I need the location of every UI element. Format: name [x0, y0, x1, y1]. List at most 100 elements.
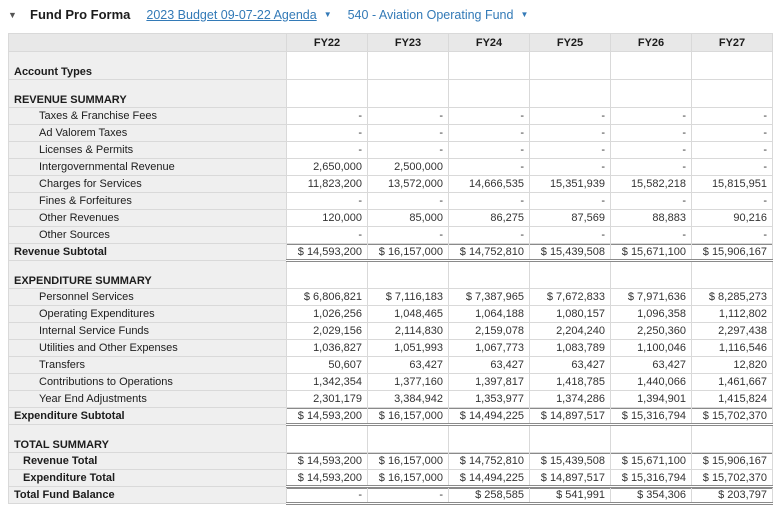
corner-header-cell [8, 33, 287, 52]
data-cell: 1,036,827 [286, 339, 368, 357]
table-row: Expenditure Subtotal $ 14,593,200 $ 16,157… [8, 407, 773, 426]
data-cell [529, 51, 611, 80]
data-cell: 63,427 [529, 356, 611, 374]
data-cell: - [367, 486, 449, 505]
column-header-fy22: FY22 [286, 33, 368, 52]
page-title: Fund Pro Forma [30, 7, 131, 22]
data-cell: 15,582,218 [610, 175, 692, 193]
data-cell: - [529, 124, 611, 142]
data-cell: $ 203,797 [691, 486, 773, 505]
data-cell: $ 14,494,225 [448, 469, 530, 488]
data-cell: - [367, 107, 449, 125]
data-cell [367, 79, 449, 108]
row-label: Taxes & Franchise Fees [8, 107, 287, 125]
data-cell [286, 424, 368, 453]
column-header-fy27: FY27 [691, 33, 773, 52]
data-cell: 15,351,939 [529, 175, 611, 193]
data-cell: 2,297,438 [691, 322, 773, 340]
data-cell: 1,377,160 [367, 373, 449, 391]
data-cell: - [610, 158, 692, 176]
data-cell [286, 51, 368, 80]
data-cell: - [610, 226, 692, 244]
column-header-fy25: FY25 [529, 33, 611, 52]
row-label: Expenditure Subtotal [8, 407, 287, 425]
row-label: Total Fund Balance [8, 486, 287, 504]
table-row: Revenue Subtotal $ 14,593,200 $ 16,157,000… [8, 243, 773, 262]
data-cell: - [610, 141, 692, 159]
row-label: Personnel Services [8, 288, 287, 306]
data-cell: - [691, 141, 773, 159]
data-cell [691, 51, 773, 80]
data-cell: 11,823,200 [286, 175, 368, 193]
data-cell: $ 16,157,000 [367, 243, 449, 262]
data-cell: 1,342,354 [286, 373, 368, 391]
data-cell [448, 424, 530, 453]
table-row: Expenditure Total $ 14,593,200 $ 16,157,00… [8, 469, 773, 488]
data-cell: 2,500,000 [367, 158, 449, 176]
row-label: Ad Valorem Taxes [8, 124, 287, 142]
fund-selector-caret-icon[interactable]: ▼ [520, 10, 529, 19]
row-label: Utilities and Other Expenses [8, 339, 287, 357]
table-row: Fines & Forfeitures - - - - - - [8, 192, 773, 210]
data-cell: - [610, 192, 692, 210]
data-cell [367, 260, 449, 289]
data-cell: $ 15,439,508 [529, 243, 611, 262]
data-cell: $ 14,593,200 [286, 469, 368, 488]
data-cell [529, 424, 611, 453]
data-cell: - [448, 158, 530, 176]
data-cell: 13,572,000 [367, 175, 449, 193]
data-cell: 1,418,785 [529, 373, 611, 391]
table-row: Total Fund Balance - - $ 258,585 $ 541,991 $ … [8, 486, 773, 505]
fund-selector-link[interactable]: 540 - Aviation Operating Fund [347, 7, 514, 22]
data-cell: 2,250,360 [610, 322, 692, 340]
data-cell: $ 7,672,833 [529, 288, 611, 306]
data-cell: 1,048,465 [367, 305, 449, 323]
data-cell: 87,569 [529, 209, 611, 227]
data-cell [610, 79, 692, 108]
data-cell: 12,820 [691, 356, 773, 374]
collapse-caret-icon[interactable]: ▼ [8, 9, 17, 20]
data-cell: 1,026,256 [286, 305, 368, 323]
data-cell: $ 14,752,810 [448, 452, 530, 470]
data-cell: 85,000 [367, 209, 449, 227]
data-cell: - [691, 107, 773, 125]
data-cell [691, 424, 773, 453]
data-cell: - [529, 141, 611, 159]
data-cell: $ 15,702,370 [691, 407, 773, 426]
data-cell: 1,440,066 [610, 373, 692, 391]
data-cell: $ 7,971,636 [610, 288, 692, 306]
row-label: Revenue Total [8, 452, 287, 470]
row-label: Revenue Subtotal [8, 243, 287, 261]
data-cell: 2,650,000 [286, 158, 368, 176]
data-cell: $ 15,671,100 [610, 452, 692, 470]
budget-selector-caret-icon[interactable]: ▼ [323, 10, 332, 19]
data-cell: - [691, 226, 773, 244]
data-cell: - [529, 192, 611, 210]
data-cell: $ 14,494,225 [448, 407, 530, 426]
row-label: Other Sources [8, 226, 287, 244]
data-cell: 1,397,817 [448, 373, 530, 391]
data-cell: 1,080,157 [529, 305, 611, 323]
data-cell: 1,067,773 [448, 339, 530, 357]
data-cell: $ 15,439,508 [529, 452, 611, 470]
data-cell: - [286, 192, 368, 210]
row-label: Intergovernmental Revenue [8, 158, 287, 176]
data-cell: 63,427 [367, 356, 449, 374]
data-cell [691, 260, 773, 289]
column-header-fy26: FY26 [610, 33, 692, 52]
data-cell: - [610, 124, 692, 142]
data-cell: 86,275 [448, 209, 530, 227]
data-cell: - [286, 141, 368, 159]
data-cell: $ 14,593,200 [286, 243, 368, 262]
data-cell: $ 14,897,517 [529, 469, 611, 488]
data-cell: - [529, 226, 611, 244]
data-cell: $ 7,116,183 [367, 288, 449, 306]
data-cell: 120,000 [286, 209, 368, 227]
data-cell [448, 79, 530, 108]
data-cell: - [286, 107, 368, 125]
row-label: Account Types [8, 51, 287, 80]
data-cell: $ 15,671,100 [610, 243, 692, 262]
data-cell: 88,883 [610, 209, 692, 227]
table-row: Utilities and Other Expenses 1,036,827 1,0… [8, 339, 773, 357]
budget-selector-link[interactable]: 2023 Budget 09-07-22 Agenda [146, 7, 317, 22]
